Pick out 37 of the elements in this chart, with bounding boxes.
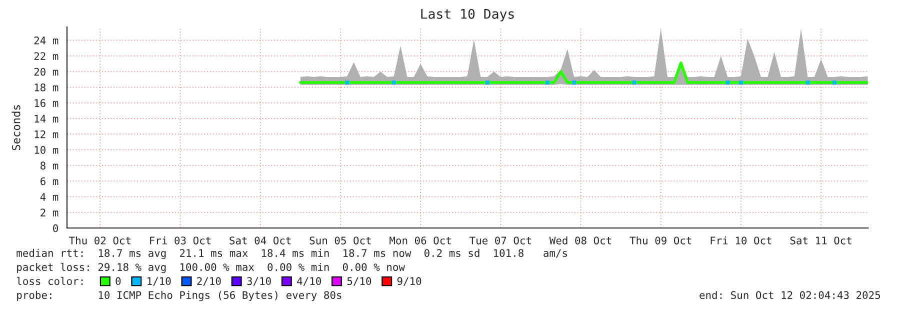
y-tick-label: 22 m (34, 52, 58, 60)
legend-label: 0 (116, 277, 121, 286)
x-tick-label: Sun 05 Oct (310, 236, 371, 244)
y-tick-label: 10 m (34, 146, 58, 154)
y-tick-label: 14 m (34, 114, 58, 122)
y-tick-label: 12 m (34, 130, 58, 138)
y-tick-label: 8 m (40, 162, 58, 170)
x-tick-label: Sat 11 Oct (790, 236, 852, 244)
y-tick-label: 18 m (34, 83, 58, 92)
legend-label: 9/10 (397, 277, 422, 286)
x-tick-label: Tue 07 Oct (470, 236, 531, 244)
legend-label: 2/10 (197, 277, 221, 286)
y-tick-label: 0 (53, 224, 58, 232)
y-tick-label: 4 m (40, 193, 58, 201)
legend-title: loss color: (16, 276, 83, 286)
y-tick-label: 2 m (40, 208, 58, 216)
legend-label: 1/10 (148, 277, 171, 286)
text: end: Sun Oct 12 02:04:43 2025 (700, 290, 880, 300)
y-axis-title: Seconds (12, 105, 20, 150)
legend-label: 5/10 (347, 277, 372, 286)
text: packet loss: 29.18 % avg 100.00 % max 0.00 % min 0.00 % now (17, 262, 405, 274)
chart-title: Last 10 Days (421, 8, 514, 22)
y-tick-label: 20 m (34, 68, 58, 76)
y-tick-label: 6 m (40, 177, 58, 186)
x-tick-label: Sat 04 Oct (230, 236, 291, 244)
y-tick-label: 16 m (34, 99, 58, 107)
x-tick-label: Thu 02 Oct (69, 236, 130, 244)
legend-label: 3/10 (247, 277, 271, 286)
text: probe: 10 ICMP Echo Pings (56 Bytes) every 80s (17, 290, 342, 302)
text: median rtt: 18.7 ms avg 21.1 ms max 18.4 ms min 18.7 ms now 0.2 ms sd 101.8 am/s (16, 248, 567, 260)
legend-label: 4/10 (297, 277, 321, 286)
x-tick-label: Thu 09 Oct (630, 236, 692, 244)
x-tick-label: Mon 06 Oct (390, 236, 451, 244)
x-tick-label: Fri 03 Oct (150, 236, 211, 244)
x-tick-label: Fri 10 Oct (710, 236, 772, 244)
y-tick-label: 24 m (34, 36, 58, 44)
x-tick-label: Wed 08 Oct (549, 236, 612, 244)
